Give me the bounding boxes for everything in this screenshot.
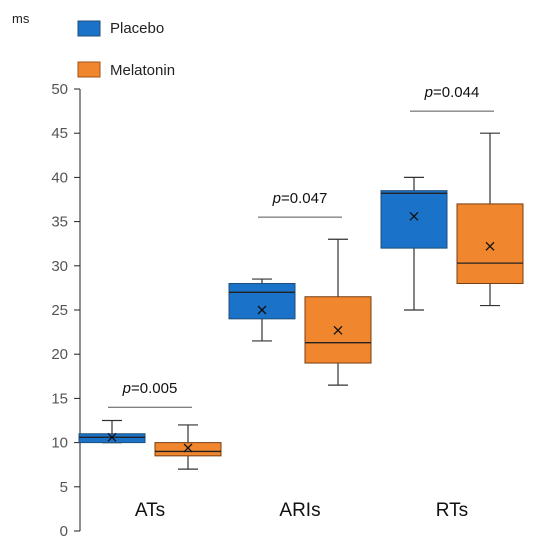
mean-marker [183,443,193,453]
legend-label-placebo: Placebo [110,20,164,37]
p-value-label: p=0.005 [122,380,178,397]
box-melatonin-rts [456,132,524,307]
legend-swatch-melatonin [77,61,101,78]
category-label-aris: ARIs [279,500,320,521]
y-tick-label: 0 [60,523,68,540]
iqr-box [456,203,524,284]
p-annotation-rts: p=0.044 [410,84,494,112]
legend-swatch-placebo [77,20,101,37]
p-annotation-aris: p=0.047 [258,190,342,218]
p-annotation-ats: p=0.005 [108,380,192,408]
iqr-box [154,442,222,457]
y-tick-label: 25 [51,302,68,319]
plot-area [78,132,524,470]
mean-marker [107,432,117,442]
y-tick-label: 10 [51,435,68,452]
y-tick-label: 40 [51,169,68,186]
box-placebo-ats [78,419,146,444]
y-tick-label: 30 [51,258,68,275]
box-placebo-rts [380,176,448,311]
mean-marker [333,325,343,335]
y-axis-unit-label: ms [12,11,30,26]
box-placebo-aris [228,278,296,342]
y-tick-label: 50 [51,81,68,98]
iqr-box [380,190,448,249]
mean-marker [409,211,419,221]
p-value-label: p=0.047 [272,190,328,207]
mean-marker [257,305,267,315]
p-value-label: p=0.044 [424,84,480,101]
legend: Placebo Melatonin [77,20,175,79]
legend-label-melatonin: Melatonin [110,62,175,79]
y-tick-label: 20 [51,346,68,363]
mean-marker [485,241,495,251]
category-labels: ATs ARIs RTs [135,500,468,521]
box-melatonin-aris [304,238,372,386]
y-axis: 0 5 10 15 20 25 30 35 40 45 50 [51,81,81,540]
box-melatonin-ats [154,424,222,470]
significance-annotations: p=0.005 p=0.047 p=0.044 [108,84,494,408]
y-tick-label: 15 [51,390,68,407]
y-tick-label: 5 [60,479,68,496]
category-label-ats: ATs [135,500,165,521]
category-label-rts: RTs [436,500,468,521]
iqr-box [228,282,296,320]
y-tick-label: 45 [51,125,68,142]
y-tick-label: 35 [51,214,68,231]
